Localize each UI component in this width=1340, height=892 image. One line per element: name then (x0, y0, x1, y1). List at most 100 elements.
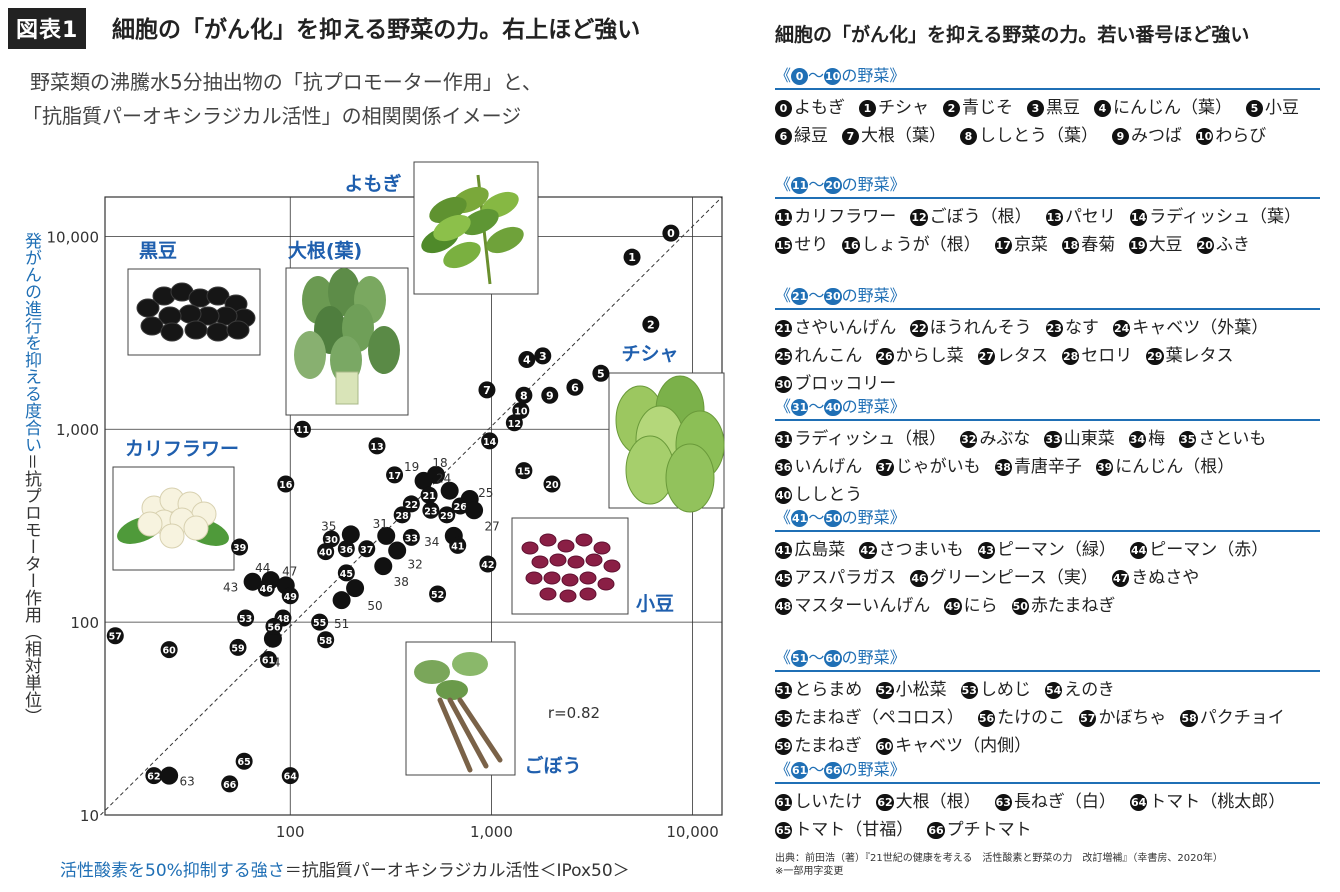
data-point: 59 (229, 638, 247, 656)
legend-item-number: 11 (775, 209, 793, 226)
data-point: 2 (642, 315, 660, 333)
data-point: 55 (311, 613, 329, 631)
legend-item-number: 52 (876, 682, 894, 699)
legend-item-number: 7 (842, 128, 859, 145)
legend-group-items: 41 広島菜 42 さつまいも 43 ピーマン（緑） 44 ピーマン（赤） 45 アスパラガス 46… (775, 532, 1320, 620)
data-point-marker (257, 579, 275, 597)
y-tick-label: 10 (80, 807, 99, 825)
legend-item-number: 23 (1045, 320, 1063, 337)
legend-item-number: 56 (977, 710, 996, 727)
data-point: 49 (281, 587, 299, 605)
legend-group-to: 30 (824, 288, 842, 305)
data-point-marker (642, 315, 660, 333)
legend-item: 2 青じそ (943, 94, 1013, 122)
data-point-label: 13 (370, 442, 383, 453)
data-point-label: 1 (628, 251, 636, 264)
data-point: 57 (106, 627, 124, 645)
black-bean (140, 316, 164, 336)
legend-item-name: せり (794, 235, 829, 255)
legend-item: 56 たけのこ (977, 704, 1065, 732)
legend-group-suffix: の野菜》 (841, 760, 906, 779)
legend-item-number: 54 (1044, 682, 1063, 699)
data-point: 31 (373, 517, 396, 545)
data-point-marker (277, 475, 295, 493)
gobou-illustration (414, 652, 503, 773)
legend-item-name: 長ねぎ（白） (1013, 792, 1116, 812)
data-point-marker (263, 629, 282, 648)
legend-item-number: 53 (960, 682, 978, 699)
legend-item: 7 大根（葉） (842, 122, 946, 150)
legend-item-name: ラディッシュ（根） (794, 429, 947, 449)
data-point: 39 (231, 538, 249, 556)
data-point: 0 (662, 224, 680, 242)
legend-item-name: チシャ (878, 98, 929, 118)
legend-item: 11 カリフラワー (775, 203, 896, 231)
legend-group-items: 0 よもぎ 1 チシャ 2 青じそ 3 黒豆 4 にんじん（葉） 5 小豆 6 緑豆 7 大根（葉） 8 ししとう… (775, 90, 1320, 150)
gobou-leaf (436, 680, 468, 700)
data-point-label: 50 (367, 599, 382, 613)
legend-group-to: 60 (824, 650, 842, 667)
legend-item-name: さといも (1198, 429, 1267, 449)
legend-item: 61 しいたけ (775, 788, 862, 816)
legend-item-name: しめじ (979, 680, 1031, 700)
x-tick-label: 1,000 (470, 823, 513, 841)
data-point-marker (317, 543, 335, 561)
data-point-marker (106, 627, 124, 645)
data-point: 5 (592, 364, 610, 382)
legend-item: 39 にんじん（根） (1095, 453, 1234, 481)
legend-item-name: わらび (1215, 126, 1267, 146)
data-point-label: 18 (432, 456, 447, 470)
legend-item: 55 たまねぎ（ペコロス） (775, 704, 964, 732)
data-point-marker (414, 471, 433, 490)
annotation-gobou: ごぼう (524, 754, 581, 777)
data-point-label: 43 (223, 581, 238, 595)
data-point-label: 25 (478, 486, 493, 500)
legend-item: 59 たまねぎ (775, 732, 862, 760)
data-point-label: 12 (508, 419, 521, 430)
data-point-label: 40 (319, 548, 333, 559)
data-point-marker (438, 506, 456, 524)
legend-item-name: 大根（葉） (861, 126, 946, 146)
data-point: 61 (260, 651, 278, 669)
gobou-root (457, 697, 503, 763)
data-point-marker (515, 386, 533, 404)
legend-group-to: 66 (824, 762, 842, 779)
annotation-azuki: 小豆 (636, 593, 674, 615)
yomogi-leaf (461, 208, 499, 236)
data-point: 51 (332, 591, 351, 631)
data-point-marker (377, 526, 396, 545)
legend-group-dash: 〜 (808, 648, 825, 667)
daikon-leaf (368, 326, 400, 374)
azuki-bean (543, 571, 561, 585)
legend-group-from: 0 (791, 68, 809, 85)
data-point-label: 17 (388, 471, 401, 482)
legend-item: 8 ししとう（葉） (960, 122, 1098, 150)
gobou-leaf (452, 652, 488, 676)
data-point-label: 51 (334, 617, 349, 631)
data-point-label: 4 (523, 353, 531, 366)
legend-group-from: 11 (791, 177, 809, 194)
legend-group-dash: 〜 (808, 66, 825, 85)
data-point-label: 11 (296, 425, 309, 436)
data-point: 4 (518, 350, 536, 368)
legend-item: 36 いんげん (775, 453, 862, 481)
legend-item-name: 広島菜 (794, 540, 846, 560)
legend-item-name: じゃがいも (895, 457, 981, 477)
legend-item: 53 しめじ (960, 676, 1031, 704)
legend-group-items: 21 さやいんげん 22 ほうれんそう 23 なす 24 キャベツ（外葉） 25 れんこん 26 から… (775, 310, 1320, 398)
legend-group: 《51〜60の野菜》 51 とらまめ 52 小松菜 53 しめじ 54 えのき55 たまねぎ（ペコ… (775, 648, 1320, 760)
data-point-marker (341, 525, 360, 544)
annotation-daikon-leaf: 大根(葉) (288, 239, 362, 262)
data-point-label: 5 (597, 367, 605, 380)
data-point-marker (429, 585, 447, 603)
legend-item: 16 しょうが（根） (842, 231, 981, 259)
legend-item-number: 13 (1045, 209, 1063, 226)
legend-item: 18 春菊 (1061, 231, 1115, 259)
legend-item: 23 なす (1045, 314, 1099, 342)
data-point-label: 8 (520, 389, 528, 402)
data-point-marker (229, 638, 247, 656)
legend-item: 29 葉レタス (1146, 342, 1234, 370)
legend-item-number: 8 (960, 128, 977, 145)
legend-group-suffix: の野菜》 (841, 66, 906, 85)
chart-description-line1: 野菜類の沸騰水5分抽出物の「抗プロモーター作用」と、 (30, 70, 542, 94)
